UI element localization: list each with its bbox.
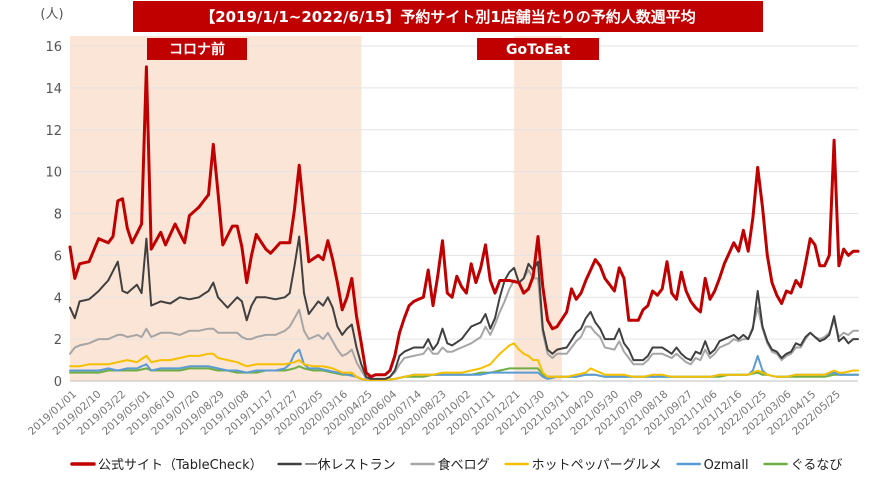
series-line-2 bbox=[69, 235, 859, 380]
y-tick-label: 8 bbox=[54, 208, 62, 223]
y-tick-label: 4 bbox=[54, 291, 62, 306]
highlight-bands bbox=[70, 36, 562, 381]
legend-label: 公式サイト（TableCheck） bbox=[98, 458, 263, 473]
y-tick-label: 14 bbox=[45, 82, 62, 97]
y-axis-unit-label: (人) bbox=[40, 7, 63, 22]
series-line-3 bbox=[69, 269, 859, 380]
y-tick-label: 6 bbox=[54, 249, 62, 264]
highlight-band-label: コロナ前 bbox=[169, 41, 225, 58]
highlight-band-labels: コロナ前 GoToEat bbox=[147, 38, 600, 60]
title-banner bbox=[133, 1, 763, 32]
legend-label: ぐるなび bbox=[791, 458, 843, 473]
legend-label: 食べログ bbox=[438, 457, 490, 473]
legend-label: Ozmall bbox=[704, 458, 749, 473]
legend-label: 一休レストラン bbox=[305, 458, 396, 473]
y-tick-label: 16 bbox=[45, 40, 62, 55]
highlight-band-label: GoToEat bbox=[506, 42, 570, 58]
legend-label: ホットペッパーグルメ bbox=[532, 458, 662, 473]
chart-title: 【2019/1/1~2022/6/15】予約サイト別1店舗当たりの予約人数週平均 bbox=[200, 8, 696, 26]
highlight-band-label-box bbox=[147, 38, 247, 60]
highlight-band-label-box bbox=[477, 38, 600, 60]
y-tick-label: 2 bbox=[54, 333, 62, 348]
y-axis-ticks: 0 2 4 6 8 10 12 14 16 bbox=[45, 40, 62, 390]
legend: 公式サイト（TableCheck） 一休レストラン 食べログ ホットペッパーグルメ Oz… bbox=[70, 457, 843, 473]
x-axis-ticks: 2019/01/012019/02/102019/03/222019/05/01… bbox=[26, 388, 843, 438]
y-tick-label: 12 bbox=[45, 124, 62, 139]
highlight-band bbox=[514, 36, 562, 381]
series-lines bbox=[68, 65, 860, 381]
series-line-1 bbox=[68, 65, 860, 379]
series-line-4 bbox=[69, 342, 859, 381]
y-tick-label: 0 bbox=[54, 375, 62, 390]
highlight-band bbox=[70, 36, 362, 381]
y-tick-label: 10 bbox=[45, 166, 62, 181]
